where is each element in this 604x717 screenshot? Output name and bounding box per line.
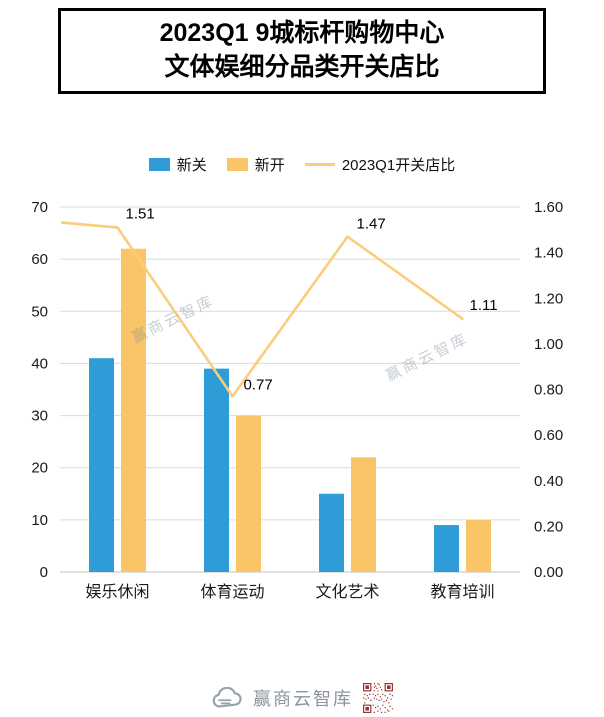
right-axis-tick: 0.80 (534, 382, 563, 399)
category-label: 文化艺术 (315, 583, 379, 601)
legend-swatch-opened (226, 158, 248, 171)
right-axis-tick: 1.00 (534, 336, 563, 353)
left-axis-tick: 70 (31, 199, 48, 216)
right-axis-tick: 1.20 (534, 290, 563, 307)
bar (351, 457, 376, 572)
left-axis-tick: 20 (31, 460, 48, 477)
legend-swatch-ratio-line (304, 163, 335, 166)
ratio-line (60, 221, 464, 398)
left-axis-tick: 40 (31, 355, 48, 372)
bar (236, 415, 261, 572)
line-data-label: 1.51 (126, 206, 155, 223)
left-axis-tick: 30 (31, 408, 48, 425)
bar (466, 519, 491, 572)
legend-label-ratio: 2023Q1开关店比 (341, 157, 456, 174)
chart-title-line-1: 2023Q1 9城标杆购物中心 (159, 19, 445, 47)
right-axis-tick: 1.40 (534, 245, 563, 262)
qr-code (363, 683, 393, 713)
right-axis-tick: 1.60 (534, 199, 563, 216)
legend-item-ratio: 2023Q1开关店比 (304, 154, 456, 175)
left-axis-tick: 60 (31, 251, 48, 268)
footer: 赢商云智库 (0, 681, 604, 715)
legend-label-opened: 新开 (254, 157, 285, 174)
category-label: 教育培训 (430, 583, 494, 601)
footer-brand-text: 赢商云智库 (253, 689, 353, 709)
right-axis-tick: 0.40 (534, 473, 563, 490)
bar (204, 368, 229, 572)
chart-title-line-2: 文体娱细分品类开关店比 (164, 53, 440, 81)
line-data-label: 0.77 (244, 376, 273, 393)
category-label: 体育运动 (200, 583, 264, 601)
legend-item-closed: 新关 (148, 154, 207, 175)
bar (434, 525, 459, 572)
right-axis-tick: 0.00 (534, 564, 563, 581)
left-axis-tick: 10 (31, 512, 48, 529)
category-label: 娱乐休闲 (85, 583, 149, 601)
legend-swatch-closed (148, 158, 170, 171)
right-axis-tick: 0.20 (534, 518, 563, 535)
cloud-logo-icon (212, 687, 242, 708)
legend-item-opened: 新开 (226, 154, 285, 175)
right-axis-tick: 0.60 (534, 427, 563, 444)
legend-label-closed: 新关 (176, 157, 207, 174)
bar (319, 493, 344, 572)
bar (89, 358, 114, 572)
chart-title-box: 2023Q1 9城标杆购物中心 文体娱细分品类开关店比 (58, 8, 546, 94)
line-data-label: 1.47 (357, 216, 386, 233)
chart-legend: 新关 新开 2023Q1开关店比 (0, 154, 604, 175)
left-axis-tick: 0 (40, 564, 48, 581)
line-data-label: 1.11 (470, 297, 498, 314)
bar (121, 248, 146, 572)
left-axis-tick: 50 (31, 303, 48, 320)
